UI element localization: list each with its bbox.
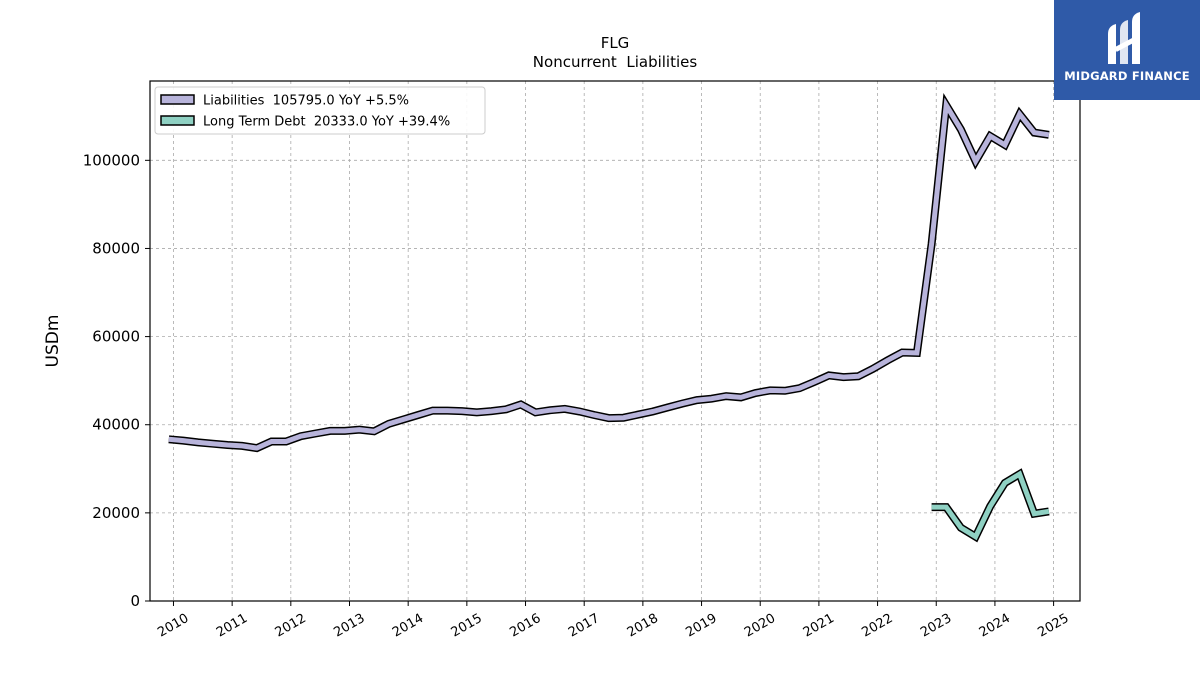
legend-swatch-long-term-debt (160, 115, 195, 126)
x-tick-label: 2010 (155, 611, 191, 641)
y-tick-label: 40000 (92, 416, 140, 434)
x-tick-label: 2025 (1035, 611, 1071, 641)
legend-box (154, 86, 486, 135)
x-tick-label: 2023 (918, 611, 954, 641)
chart-title: FLG (601, 34, 630, 52)
series-line-liabilities (168, 97, 1050, 451)
series-outline-liabilities (168, 92, 1050, 453)
y-tick-label: 60000 (92, 328, 140, 346)
x-tick-label: 2022 (859, 611, 895, 641)
legend-swatch-liabilities (160, 94, 195, 105)
x-tick-label: 2013 (331, 611, 367, 641)
x-tick-label: 2020 (742, 611, 778, 641)
y-axis-label: USDm (43, 315, 63, 368)
chart-subtitle: Noncurrent Liabilities (533, 53, 698, 71)
x-tick-label: 2021 (801, 611, 837, 641)
axes: 2010 2011 2012 2013 2014 2015 2016 2017 2018 2019… (83, 151, 1072, 640)
plot-frame (149, 80, 1081, 602)
x-tick-label: 2019 (683, 611, 719, 641)
y-tick-label: 100000 (83, 151, 140, 169)
x-tick-label: 2017 (566, 611, 602, 641)
x-tick-label: 2016 (507, 611, 543, 641)
brand-name: MIDGARD FINANCE (1064, 69, 1190, 83)
y-tick-label: 80000 (92, 239, 140, 257)
x-tick-label: 2012 (273, 611, 309, 641)
brand-mark-icon (1108, 12, 1140, 64)
x-tick-label: 2014 (390, 611, 426, 641)
brand-logo: MIDGARD FINANCE (1054, 0, 1200, 100)
y-tick-label: 0 (130, 592, 140, 610)
x-tick-label: 2015 (449, 611, 485, 641)
legend-label-liabilities: Liabilities 105795.0 YoY +5.5% (203, 94, 409, 109)
series-line-long-term-debt (931, 470, 1050, 541)
x-tick-label: 2011 (214, 611, 250, 641)
legend-label-long-term-debt: Long Term Debt 20333.0 YoY +39.4% (203, 115, 450, 130)
series-layer (168, 92, 1050, 543)
legend: Liabilities 105795.0 YoY +5.5% Long Term… (154, 86, 486, 135)
x-tick-label: 2018 (625, 611, 661, 641)
x-tick-label: 2024 (977, 611, 1013, 641)
y-tick-label: 20000 (92, 504, 140, 522)
